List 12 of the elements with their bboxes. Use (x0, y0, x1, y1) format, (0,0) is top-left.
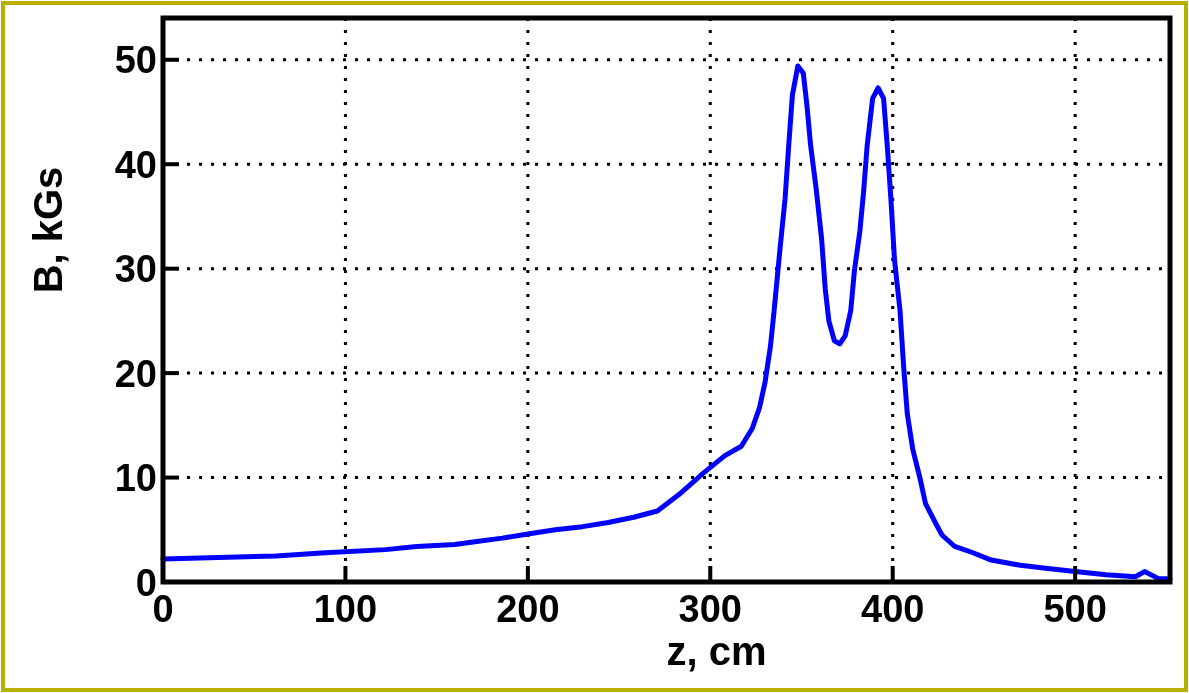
x-tick-label: 100 (313, 588, 378, 630)
y-tick-label: 10 (114, 457, 157, 500)
x-tick-label: 300 (678, 588, 742, 630)
y-tick-label: 50 (114, 39, 157, 82)
x-tick-label: 500 (1043, 588, 1107, 630)
y-axis-title: B, kGs (26, 166, 70, 294)
x-tick-label: 200 (496, 588, 560, 630)
x-axis-title: z, cm (666, 629, 767, 673)
y-tick-label: 20 (114, 352, 157, 395)
y-tick-label: 30 (114, 248, 157, 291)
y-tick-label: 40 (114, 143, 157, 186)
x-tick-label: 400 (861, 588, 925, 630)
